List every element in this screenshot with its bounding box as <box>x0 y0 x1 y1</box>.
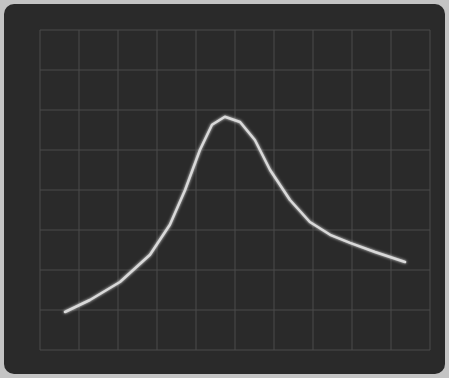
grid-line-y <box>40 30 430 31</box>
grid <box>40 30 430 350</box>
chart <box>0 0 449 378</box>
screen <box>4 4 445 374</box>
grid-line-y <box>40 310 430 311</box>
chart-root <box>0 0 449 378</box>
grid-line-y <box>40 190 430 191</box>
grid-line-y <box>40 110 430 111</box>
trace <box>65 117 405 312</box>
grid-line-y <box>40 150 430 151</box>
grid-line-y <box>40 270 430 271</box>
grid-line-y <box>40 230 430 231</box>
grid-line-y <box>40 350 430 351</box>
plot-area <box>65 117 405 312</box>
grid-line-y <box>40 70 430 71</box>
